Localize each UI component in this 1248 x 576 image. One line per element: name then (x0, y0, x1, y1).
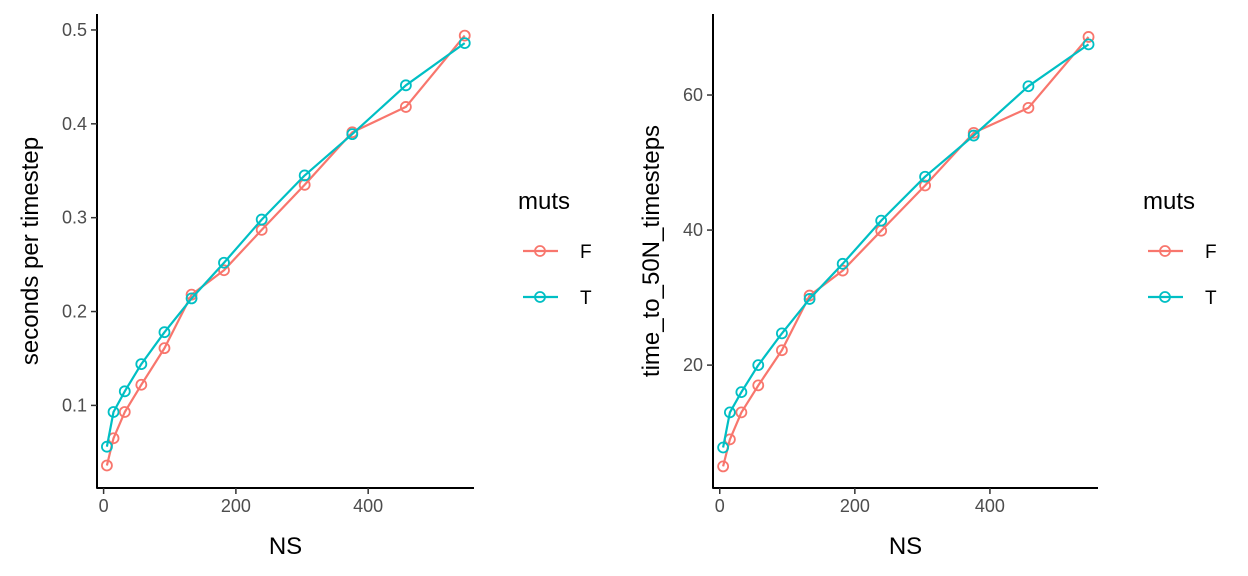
series-line (105, 42, 466, 447)
data-point (717, 441, 730, 454)
data-point (919, 179, 931, 192)
data-point (717, 460, 730, 473)
data-point (101, 459, 113, 472)
legend: muts F T (518, 188, 592, 309)
data-point (735, 406, 748, 419)
legend-label: T (1205, 288, 1217, 309)
data-point (1022, 101, 1035, 114)
data-point (399, 79, 412, 92)
legend-title: muts (1143, 188, 1195, 215)
data-point (803, 293, 816, 305)
data-point (118, 406, 131, 418)
data-point (919, 170, 931, 183)
x-axis-title: NS (889, 533, 922, 560)
data-point (967, 129, 980, 142)
data-point (836, 257, 849, 270)
y-tick-label: 0.3 (62, 208, 87, 228)
data-point (399, 101, 412, 113)
data-point (735, 386, 748, 399)
y-tick-label: 20 (683, 355, 703, 375)
legend-label: T (580, 288, 592, 309)
legend-label: F (580, 242, 592, 263)
x-axis-title: NS (269, 533, 302, 560)
legend-key-point (534, 245, 546, 257)
series-T (717, 38, 1095, 454)
data-point (346, 128, 359, 141)
data-point (752, 359, 765, 372)
data-point (107, 406, 120, 418)
y-tick-label: 0.5 (62, 20, 87, 40)
data-point (135, 358, 148, 371)
series-line (105, 34, 466, 466)
series-F (717, 31, 1095, 473)
data-point (118, 385, 131, 398)
y-axis-title: time_to_50N_timesteps (638, 125, 665, 377)
data-point (218, 264, 230, 277)
data-point (158, 342, 171, 355)
data-point (752, 379, 765, 392)
data-point (458, 37, 471, 49)
series-F (101, 29, 471, 472)
x-tick-label: 200 (840, 496, 870, 516)
x-tick-label: 0 (715, 496, 725, 516)
series-line (722, 43, 1090, 448)
data-point (255, 213, 268, 226)
data-point (723, 406, 736, 419)
series-T (101, 37, 471, 453)
data-point (101, 440, 113, 453)
legend-key-point (1159, 291, 1171, 303)
x-tick-label: 400 (353, 496, 383, 516)
data-point (135, 378, 148, 391)
data-point (218, 256, 230, 269)
x-tick-label: 400 (975, 496, 1005, 516)
y-tick-label: 60 (683, 85, 703, 105)
legend: muts F T (1143, 188, 1217, 309)
legend-label: F (1205, 242, 1217, 263)
data-point (298, 169, 311, 182)
data-point (875, 214, 888, 227)
legend-key-point (534, 291, 546, 303)
data-point (185, 292, 198, 305)
legend-key-point (1159, 245, 1171, 257)
data-point (1022, 80, 1035, 93)
data-point (158, 326, 171, 339)
y-tick-label: 40 (683, 220, 703, 240)
y-tick-label: 0.2 (62, 302, 87, 322)
data-point (1082, 31, 1095, 43)
x-tick-label: 0 (99, 496, 109, 516)
y-axis-title: seconds per timestep (17, 137, 44, 365)
x-tick-label: 200 (221, 496, 251, 516)
panel-1: 0 200 400 0.1 0.2 0.3 0.4 0.5 NS seconds per time… (17, 14, 592, 560)
panel-2: 0 200 400 20 40 60 NS time_to_50N_timesteps muts… (638, 14, 1217, 560)
y-tick-label: 0.1 (62, 395, 87, 415)
data-point (775, 344, 788, 357)
y-tick-label: 0.4 (62, 114, 87, 134)
data-point (775, 327, 788, 340)
data-point (1082, 38, 1095, 51)
legend-title: muts (518, 188, 570, 215)
series-line (722, 36, 1090, 467)
data-point (458, 29, 471, 42)
